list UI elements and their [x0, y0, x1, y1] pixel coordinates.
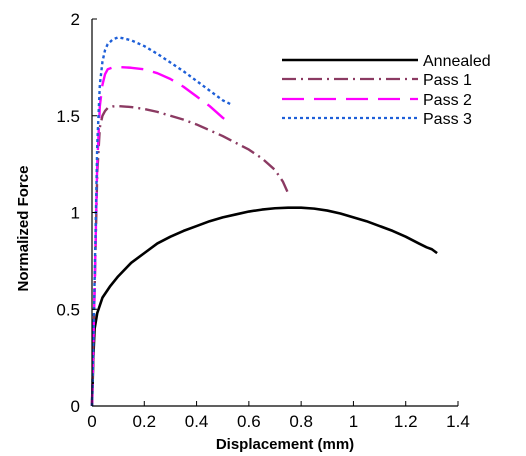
legend-label: Pass 2: [423, 92, 472, 109]
series-line-pass-3: [90, 36, 232, 407]
y-tick-label: 0.5: [56, 300, 80, 319]
series-line-pass-1: [90, 104, 290, 407]
axes: [91, 18, 459, 407]
x-tick-label: 0.6: [237, 412, 261, 431]
y-tick-label: 2: [71, 10, 80, 29]
legend-label: Annealed: [423, 53, 491, 70]
series-line-annealed: [90, 206, 438, 407]
tick-labels: 0 0.2 0.4 0.6 0.8 1 1.2 1.4 0 0.5 1 1.5 2: [56, 10, 469, 431]
x-tick-label: 1.2: [394, 412, 418, 431]
x-tick-label: 1.4: [446, 412, 470, 431]
legend-label: Pass 1: [423, 72, 472, 89]
y-tick-label: 1: [71, 204, 80, 223]
legend-label: Pass 3: [423, 111, 472, 128]
x-tick-label: 0.4: [185, 412, 209, 431]
x-axis-title: Displacement (mm): [216, 436, 354, 453]
x-tick-label: 0.8: [289, 412, 313, 431]
series-line-pass-2: [90, 65, 232, 407]
plot-area: [90, 36, 438, 407]
y-axis-title: Normalized Force: [15, 166, 32, 292]
x-tick-label: 0: [87, 412, 96, 431]
x-tick-label: 1: [349, 412, 358, 431]
y-tick-label: 1.5: [56, 107, 80, 126]
legend: Annealed Pass 1 Pass 2 Pass 3: [282, 53, 491, 128]
x-tick-label: 0.2: [132, 412, 156, 431]
y-tick-label: 0: [71, 397, 80, 416]
